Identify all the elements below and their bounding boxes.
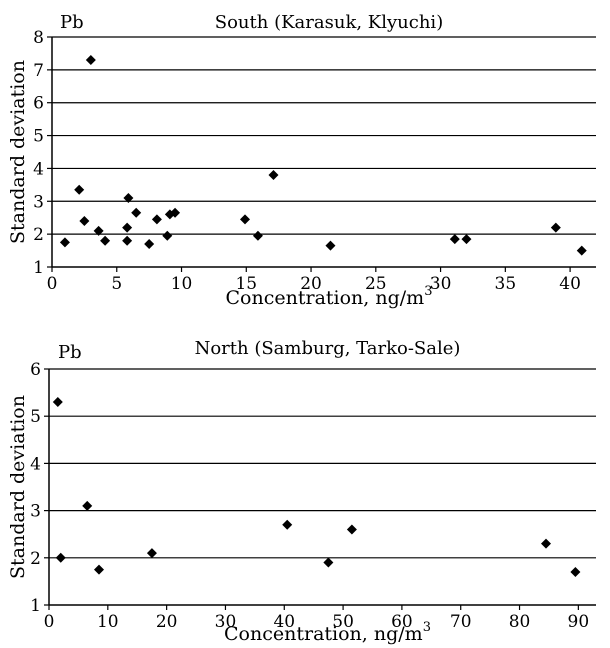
- y-tick-label: 4: [30, 454, 41, 474]
- data-point: [282, 519, 293, 530]
- data-point: [131, 207, 142, 218]
- data-point: [93, 564, 104, 575]
- y-tick-label: 2: [33, 225, 44, 245]
- x-tick-label: 15: [235, 274, 257, 294]
- data-point: [252, 230, 263, 241]
- data-point: [59, 237, 70, 248]
- y-axis-label: Standard deviation: [7, 395, 29, 579]
- data-point: [55, 552, 66, 563]
- data-point: [144, 239, 155, 249]
- data-point: [576, 245, 587, 256]
- y-tick-label: 5: [33, 127, 44, 147]
- x-tick-label: 0: [47, 274, 58, 294]
- data-point: [323, 557, 334, 568]
- x-tick-label: 30: [430, 274, 452, 294]
- chart-title: North (Samburg, Tarko-Sale): [195, 338, 461, 359]
- data-point: [122, 235, 133, 246]
- data-point: [268, 170, 279, 180]
- y-tick-label: 6: [33, 94, 44, 114]
- x-axis-label-superscript: 3: [423, 620, 431, 635]
- y-tick-label: 5: [30, 407, 41, 427]
- x-tick-label: 35: [495, 274, 517, 294]
- x-axis-label-superscript: 3: [424, 284, 432, 299]
- x-tick-label: 30: [215, 612, 237, 632]
- y-tick-label: 1: [30, 596, 41, 616]
- x-tick-label: 60: [391, 612, 413, 632]
- x-tick-label: 50: [332, 612, 354, 632]
- y-tick-label: 4: [33, 159, 44, 179]
- data-point: [325, 240, 336, 251]
- x-tick-label: 20: [156, 612, 178, 632]
- x-tick-label: 10: [97, 612, 119, 632]
- data-point: [570, 566, 581, 577]
- chart-title: South (Karasuk, Klyuchi): [215, 12, 443, 33]
- data-point: [346, 524, 357, 535]
- y-axis-label: Standard deviation: [7, 60, 29, 244]
- y-tick-label: 7: [33, 61, 44, 81]
- data-point: [239, 214, 250, 225]
- data-point: [550, 222, 561, 233]
- data-point: [52, 397, 63, 408]
- y-tick-label: 3: [33, 192, 44, 212]
- element-label: Pb: [58, 342, 82, 363]
- x-tick-label: 40: [559, 274, 581, 294]
- x-tick-label: 5: [111, 274, 122, 294]
- data-point: [461, 234, 472, 245]
- x-tick-label: 80: [509, 612, 531, 632]
- x-tick-label: 70: [450, 612, 472, 632]
- data-point: [93, 225, 104, 236]
- y-tick-label: 1: [33, 258, 44, 278]
- data-point: [123, 193, 134, 203]
- data-point: [79, 216, 90, 226]
- data-point: [162, 230, 173, 241]
- data-point: [74, 184, 85, 195]
- data-point: [85, 55, 96, 65]
- data-point: [122, 222, 133, 233]
- y-tick-label: 8: [33, 28, 44, 48]
- data-point: [82, 500, 93, 511]
- x-axis-label-text: Concentration, ng/m: [226, 287, 425, 309]
- y-tick-label: 6: [30, 360, 41, 380]
- data-point: [100, 235, 111, 246]
- y-tick-label: 3: [30, 502, 41, 522]
- chart-panel-1: 1 2 3 4 5 6 7 8 0 5 10 15 20 25 30 35 40 South (Karasuk, …: [7, 12, 596, 309]
- y-tick-label: 2: [30, 549, 41, 569]
- x-tick-label: 90: [568, 612, 590, 632]
- x-axis-label: Concentration, ng/m3: [224, 620, 431, 645]
- data-point: [449, 234, 460, 245]
- data-point: [541, 538, 552, 549]
- data-point: [151, 214, 162, 225]
- x-tick-label: 40: [273, 612, 295, 632]
- element-label: Pb: [60, 12, 84, 33]
- x-axis-label: Concentration, ng/m3: [226, 284, 433, 309]
- data-point: [170, 207, 181, 218]
- x-axis-label-text: Concentration, ng/m: [224, 623, 423, 645]
- x-tick-label: 10: [171, 274, 193, 294]
- data-point: [146, 548, 157, 559]
- x-tick-label: 20: [300, 274, 322, 294]
- x-tick-label: 25: [365, 274, 387, 294]
- x-tick-label: 0: [44, 612, 55, 632]
